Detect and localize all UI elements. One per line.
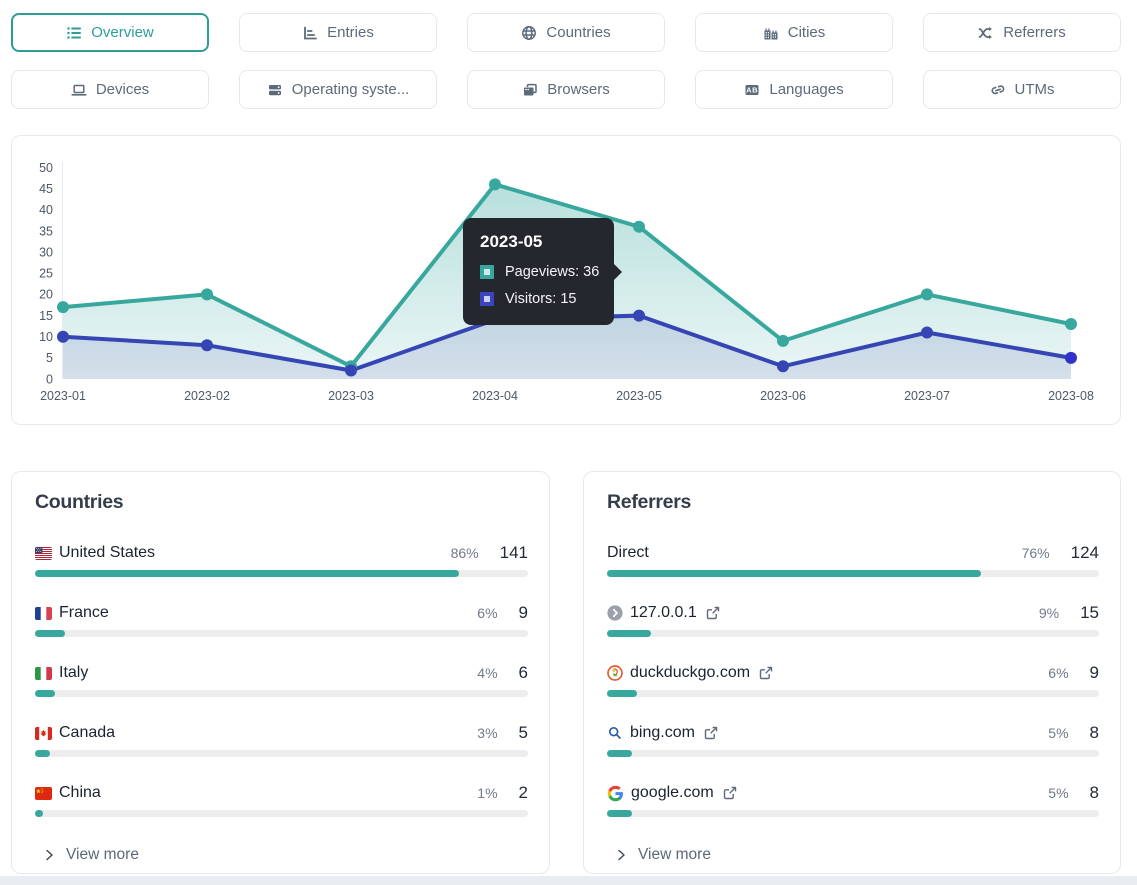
svg-text:2023-06: 2023-06	[760, 389, 806, 403]
svg-text:2023-02: 2023-02	[184, 389, 230, 403]
svg-text:A: A	[746, 85, 752, 94]
svg-text:10: 10	[39, 330, 53, 344]
svg-text:B: B	[752, 85, 758, 94]
svg-text:0: 0	[46, 372, 53, 386]
svg-text:2023-01: 2023-01	[40, 389, 86, 403]
svg-text:25: 25	[39, 267, 53, 281]
svg-text:5: 5	[46, 351, 53, 365]
svg-text:2023-08: 2023-08	[1048, 389, 1094, 403]
svg-text:50: 50	[39, 161, 53, 175]
svg-text:15: 15	[39, 309, 53, 323]
svg-text:40: 40	[39, 203, 53, 217]
svg-text:45: 45	[39, 182, 53, 196]
svg-text:2023-03: 2023-03	[328, 389, 374, 403]
svg-text:20: 20	[39, 288, 53, 302]
svg-text:2023-07: 2023-07	[904, 389, 950, 403]
svg-text:2023-05: 2023-05	[616, 389, 662, 403]
svg-text:35: 35	[39, 224, 53, 238]
svg-text:2023-04: 2023-04	[472, 389, 518, 403]
svg-text:30: 30	[39, 245, 53, 259]
